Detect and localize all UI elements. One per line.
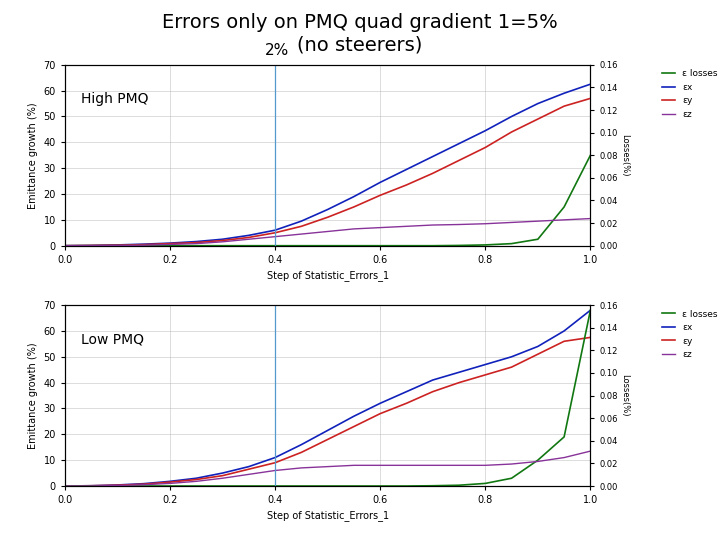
Legend: ε losses, εx, εy, εz: ε losses, εx, εy, εz xyxy=(658,306,720,363)
X-axis label: Step of Statistic_Errors_1: Step of Statistic_Errors_1 xyxy=(266,511,389,522)
Text: High PMQ: High PMQ xyxy=(81,92,148,106)
Legend: ε losses, εx, εy, εz: ε losses, εx, εy, εz xyxy=(658,66,720,123)
Y-axis label: Emittance growth (%): Emittance growth (%) xyxy=(28,342,38,449)
Text: Errors only on PMQ quad gradient 1=5%: Errors only on PMQ quad gradient 1=5% xyxy=(162,14,558,32)
X-axis label: Step of Statistic_Errors_1: Step of Statistic_Errors_1 xyxy=(266,271,389,281)
Y-axis label: Emittance growth (%): Emittance growth (%) xyxy=(28,102,38,208)
Y-axis label: Losses(%): Losses(%) xyxy=(620,374,629,417)
Text: 2%: 2% xyxy=(265,43,289,58)
Text: (no steerers): (no steerers) xyxy=(297,35,423,54)
Text: Low PMQ: Low PMQ xyxy=(81,332,143,346)
Y-axis label: Losses(%): Losses(%) xyxy=(620,134,629,177)
